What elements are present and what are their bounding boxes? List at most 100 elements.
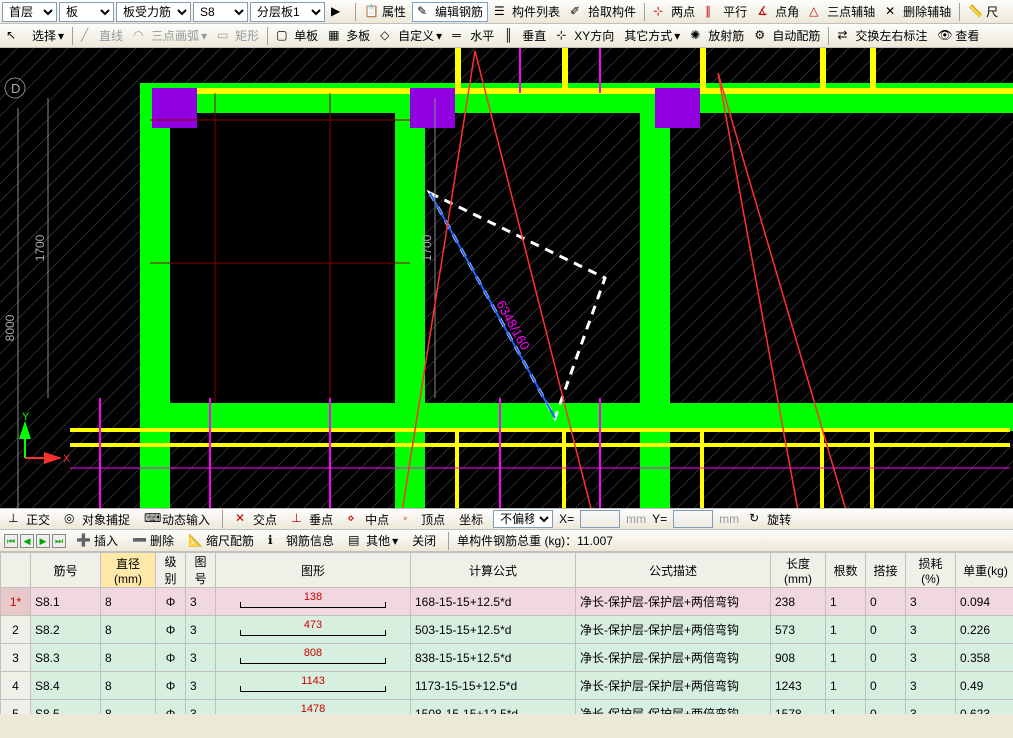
eyedropper-icon: ✐	[570, 4, 586, 20]
delete-button[interactable]: ➖删除	[128, 531, 178, 551]
col-header[interactable]: 搭接	[866, 553, 906, 588]
vertical-button[interactable]: ║垂直	[500, 26, 550, 46]
custom-icon: ◇	[380, 28, 396, 44]
select-button[interactable]: 选择 ▾	[28, 26, 68, 46]
col-header[interactable]: 直径(mm)	[101, 553, 156, 588]
midpoint-button[interactable]: ⋄中点	[343, 509, 393, 529]
line-button[interactable]: ╱直线	[77, 26, 127, 46]
col-header[interactable]: 公式描述	[576, 553, 771, 588]
coord-button[interactable]: 坐标	[455, 509, 487, 529]
other-way-button[interactable]: 其它方式 ▾	[620, 26, 684, 46]
y-input[interactable]	[673, 510, 713, 528]
insert-icon: ➕	[76, 533, 92, 549]
col-header[interactable]	[1, 553, 31, 588]
three-point-icon: △	[809, 4, 825, 20]
component-list-button[interactable]: ☰构件列表	[490, 2, 564, 22]
code-select[interactable]: S8	[193, 2, 248, 22]
line-icon: ╱	[81, 28, 97, 44]
x-input[interactable]	[580, 510, 620, 528]
ruler-button[interactable]: 📏尺	[964, 2, 1002, 22]
rotate-button[interactable]: ↻旋转	[745, 509, 795, 529]
col-header[interactable]: 根数	[826, 553, 866, 588]
intersection-icon: ✕	[235, 511, 251, 527]
col-header[interactable]: 级别	[156, 553, 186, 588]
scale-rebar-button[interactable]: 📐缩尺配筋	[184, 531, 258, 551]
col-header[interactable]: 筋号	[31, 553, 101, 588]
osnap-button[interactable]: ◎对象捕捉	[60, 509, 134, 529]
category-select[interactable]: 板	[59, 2, 114, 22]
point-angle-button[interactable]: ∡点角	[753, 2, 803, 22]
delete-axis-button[interactable]: ✕删除辅轴	[881, 2, 955, 22]
three-point-axis-button[interactable]: △三点辅轴	[805, 2, 879, 22]
layerboard-select[interactable]: 分层板1	[250, 2, 325, 22]
two-point-button[interactable]: ⊹两点	[649, 2, 699, 22]
pencil-icon: ✎	[417, 4, 433, 20]
rotate-icon: ↻	[749, 511, 765, 527]
layer-select[interactable]: 首层	[2, 2, 57, 22]
delete-icon: ➖	[132, 533, 148, 549]
subcategory-select[interactable]: 板受力筋	[116, 2, 191, 22]
radial-rebar-button[interactable]: ✺放射筋	[686, 26, 748, 46]
edit-rebar-button[interactable]: ✎编辑钢筋	[412, 2, 488, 22]
table-row[interactable]: 3S8.38Φ3808838-15-15+12.5*d净长-保护层-保护层+两倍…	[1, 644, 1013, 672]
pick-component-button[interactable]: ✐拾取构件	[566, 2, 640, 22]
swap-labels-button[interactable]: ⇄交换左右标注	[833, 26, 931, 46]
arc-button[interactable]: ◠三点画弧 ▾	[129, 26, 211, 46]
svg-text:Y: Y	[22, 411, 30, 423]
other-icon: ▤	[348, 533, 364, 549]
close-button[interactable]: 关闭	[408, 531, 440, 551]
parallel-button[interactable]: ∥平行	[701, 2, 751, 22]
vertex-icon: ◦	[403, 511, 419, 527]
col-header[interactable]: 长度(mm)	[771, 553, 826, 588]
two-point-icon: ⊹	[653, 4, 669, 20]
go-icon: ▶	[331, 4, 347, 20]
single-board-button[interactable]: ▢单板	[272, 26, 322, 46]
arc-icon: ◠	[133, 28, 149, 44]
cad-canvas[interactable]: 6348/160D170017008000XY	[0, 48, 1013, 508]
insert-button[interactable]: ➕插入	[72, 531, 122, 551]
rebar-info-button[interactable]: ℹ钢筋信息	[264, 531, 338, 551]
svg-text:X: X	[63, 453, 71, 465]
info-icon: ℹ	[268, 533, 284, 549]
scale-icon: 📐	[188, 533, 204, 549]
dyn-input-button[interactable]: ⌨动态输入	[140, 509, 214, 529]
pointer-icon: ↖	[6, 28, 22, 44]
vertex-button[interactable]: ◦顶点	[399, 509, 449, 529]
svg-text:1700: 1700	[420, 234, 434, 261]
other-button[interactable]: ▤其他 ▾	[344, 531, 402, 551]
table-row[interactable]: 1*S8.18Φ3138168-15-15+12.5*d净长-保护层-保护层+两…	[1, 588, 1013, 616]
custom-button[interactable]: ◇自定义 ▾	[376, 26, 446, 46]
auto-icon: ⚙	[754, 28, 770, 44]
col-header[interactable]: 图形	[216, 553, 411, 588]
table-row[interactable]: 5S8.58Φ314781508-15-15+12.5*d净长-保护层-保护层+…	[1, 700, 1013, 715]
table-row[interactable]: 4S8.48Φ311431173-15-15+12.5*d净长-保护层-保护层+…	[1, 672, 1013, 700]
col-header[interactable]: 损耗(%)	[906, 553, 956, 588]
rect-icon: ▭	[217, 28, 233, 44]
nav-buttons[interactable]: ⏮◀▶⏭	[4, 534, 66, 548]
multi-board-button[interactable]: ▦多板	[324, 26, 374, 46]
ortho-icon: ⊥	[8, 511, 24, 527]
col-header[interactable]: 计算公式	[411, 553, 576, 588]
auto-rebar-button[interactable]: ⚙自动配筋	[750, 26, 824, 46]
horizontal-button[interactable]: ═水平	[448, 26, 498, 46]
view-button[interactable]: 👁查看	[933, 26, 983, 46]
table-row[interactable]: 2S8.28Φ3473503-15-15+12.5*d净长-保护层-保护层+两倍…	[1, 616, 1013, 644]
x-label: X=	[559, 512, 574, 526]
go-button[interactable]: ▶	[327, 2, 351, 22]
list-icon: ☰	[494, 4, 510, 20]
offset-select[interactable]: 不偏移	[493, 510, 553, 528]
multi-board-icon: ▦	[328, 28, 344, 44]
col-header[interactable]: 单重(kg)	[956, 553, 1013, 588]
properties-button[interactable]: 📋属性	[360, 2, 410, 22]
perp-icon: ⊥	[291, 511, 307, 527]
perp-button[interactable]: ⊥垂点	[287, 509, 337, 529]
ortho-button[interactable]: ⊥正交	[4, 509, 54, 529]
xy-button[interactable]: ⊹XY方向	[552, 26, 618, 46]
x-unit: mm	[626, 512, 646, 526]
total-weight-label: 单构件钢筋总重 (kg)：11.007	[457, 532, 613, 549]
col-header[interactable]: 图号	[186, 553, 216, 588]
rebar-grid[interactable]: 筋号直径(mm)级别图号图形计算公式公式描述长度(mm)根数搭接损耗(%)单重(…	[0, 552, 1013, 714]
intersection-button[interactable]: ✕交点	[231, 509, 281, 529]
pointer-button[interactable]: ↖	[2, 26, 26, 46]
rect-button[interactable]: ▭矩形	[213, 26, 263, 46]
